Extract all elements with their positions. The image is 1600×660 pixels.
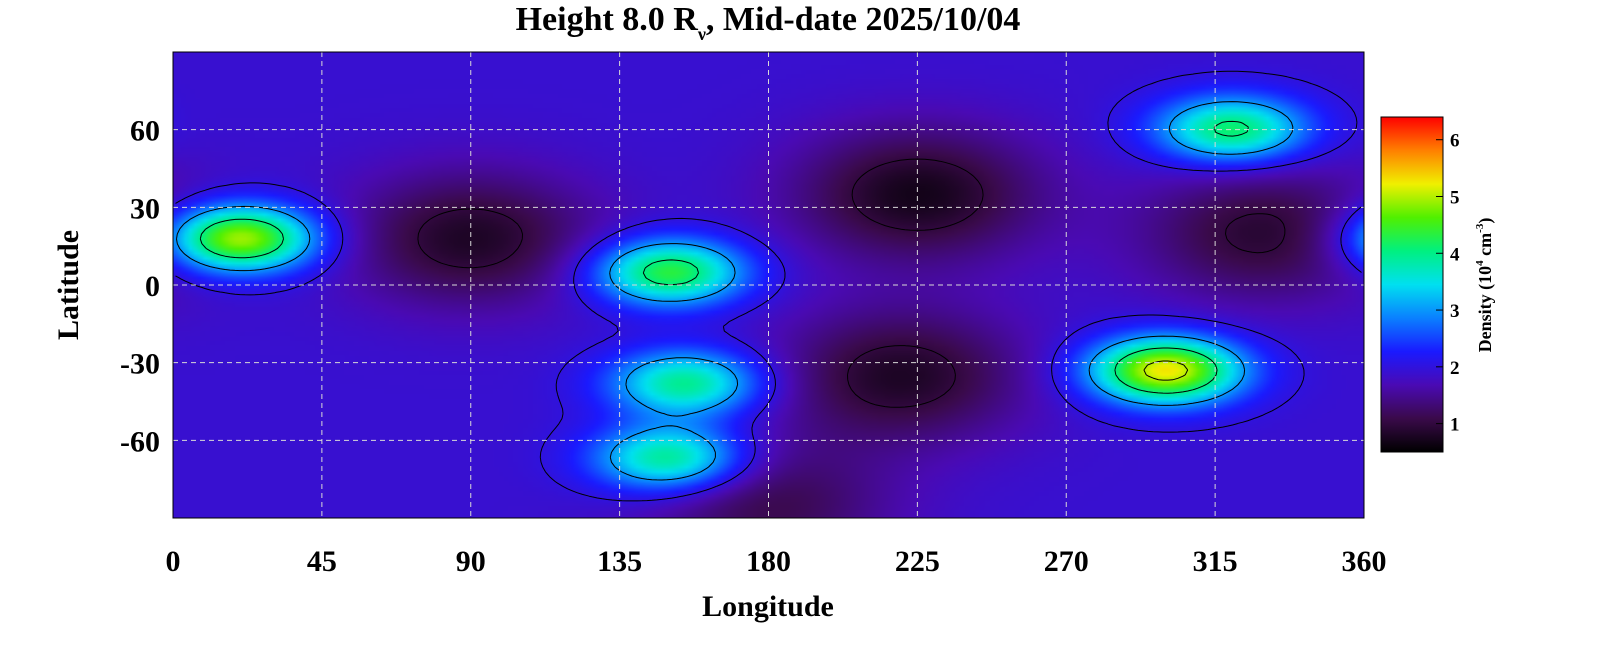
colorbar-tick-label: 3: [1450, 301, 1460, 322]
y-axis-label: Latitude: [52, 230, 85, 340]
y-tick-label: 0: [145, 270, 160, 303]
colorbar-tick-label: 4: [1450, 244, 1460, 265]
x-tick-label: 270: [1044, 545, 1089, 578]
chart-title-subscript: ν: [697, 24, 706, 44]
y-tick-label: -30: [120, 348, 160, 381]
x-tick-label: 315: [1193, 545, 1238, 578]
colorbar-label-mid: cm: [1475, 233, 1495, 260]
x-tick-label: 0: [166, 545, 181, 578]
colorbar-tick-label: 1: [1450, 415, 1460, 436]
colorbar-label-exp1: 4: [1474, 260, 1486, 266]
plot-frame: [172, 51, 1365, 519]
y-tick-label: 30: [130, 192, 160, 225]
contour-level-4: [199, 120, 1249, 394]
chart-title: Height 8.0 Rν, Mid-date 2025/10/04: [516, 1, 1021, 44]
colorbar-tick-label: 5: [1450, 187, 1460, 208]
contour-level-1: [417, 158, 1286, 408]
colorbar-label-suffix: ): [1475, 218, 1496, 224]
contour-lines: [175, 70, 1362, 502]
colorbar-label: Density (104 cm-3): [1474, 218, 1496, 353]
grid-lines: [173, 52, 1364, 518]
x-tick-label: 90: [456, 545, 486, 578]
chart-title-suffix: , Mid-date 2025/10/04: [706, 1, 1020, 38]
x-tick-label: 45: [307, 545, 337, 578]
colorbar: [1380, 116, 1444, 453]
colorbar-label-prefix: Density (10: [1475, 266, 1496, 353]
contour-level-2: [175, 70, 1362, 502]
y-tick-label: -60: [120, 425, 160, 458]
x-axis-label: Longitude: [702, 590, 834, 623]
colorbar-label-exp2: -3: [1474, 223, 1486, 233]
colorbar-ticks: 1 2 3 4 5 6: [1436, 131, 1460, 436]
colorbar-tick-label: 2: [1450, 358, 1460, 379]
x-tick-label: 360: [1342, 545, 1387, 578]
x-tick-labels: 0 45 90 135 180 225 270 315 360: [166, 545, 1387, 578]
colorbar-tick-label: 6: [1450, 131, 1460, 152]
x-tick-label: 180: [746, 545, 791, 578]
chart-title-prefix: Height 8.0 R: [516, 1, 699, 38]
x-tick-label: 135: [597, 545, 642, 578]
x-tick-label: 225: [895, 545, 940, 578]
y-tick-labels: 60 30 0 -30 -60: [120, 115, 160, 459]
y-tick-label: 60: [130, 115, 160, 148]
